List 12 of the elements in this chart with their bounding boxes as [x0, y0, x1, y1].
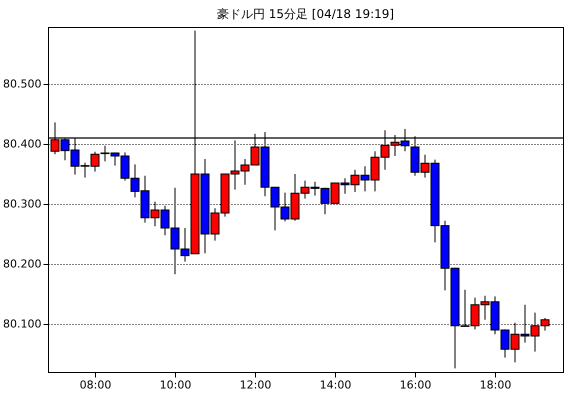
x-tick-label: 10:00: [160, 378, 192, 392]
y-tick-label: 80.200: [3, 258, 42, 270]
x-tick-label: 18:00: [480, 378, 512, 392]
y-tick-label: 80.500: [3, 78, 42, 90]
x-tick-label: 16:00: [400, 378, 432, 392]
x-tick-label: 12:00: [240, 378, 272, 392]
y-tick-label: 80.400: [3, 138, 42, 150]
y-tick-label: 80.100: [3, 318, 42, 330]
chart-title: 豪ドル円 15分足 [04/18 19:19]: [216, 7, 394, 21]
x-tick-label: 08:00: [80, 378, 112, 392]
y-tick-label: 80.300: [3, 198, 42, 210]
x-tick-label: 14:00: [320, 378, 352, 392]
